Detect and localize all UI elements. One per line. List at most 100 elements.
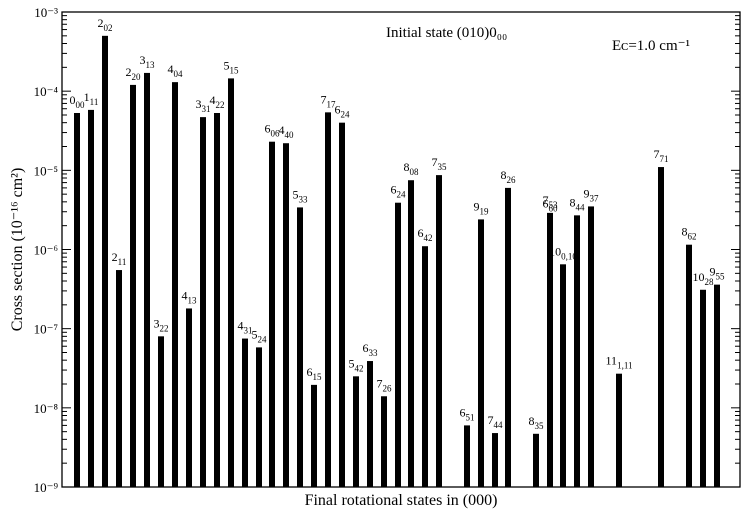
y-tick-label: 10⁻⁹ [34,480,59,495]
bar-state-label: 835 [529,414,545,431]
x-axis-title: Final rotational states in (000) [305,492,498,509]
bar [297,207,303,487]
bar-state-label: 624 [391,183,407,200]
bar [130,84,136,488]
bar [214,112,220,488]
bar [381,396,387,487]
y-tick-label: 10⁻³ [34,5,58,20]
bar [478,219,484,487]
bar [505,187,511,487]
bar-state-label: 313 [140,53,156,70]
bar-state-label: 322 [154,316,169,333]
bar-state-label: 955 [710,265,726,282]
bar [269,141,275,488]
y-tick-label: 10⁻⁴ [34,84,59,99]
plot-frame [61,11,741,488]
bar [533,433,539,487]
bar [714,284,720,487]
bar [339,122,345,487]
bar [186,308,192,487]
bar [311,384,317,487]
bar-state-label: 844 [570,195,586,212]
bar-state-label: 524 [252,327,268,344]
bar-state-label: 606 [265,122,281,139]
bar [116,270,122,487]
y-tick-label: 10⁻⁵ [34,163,58,178]
collision-energy-annotation: Eᴄ=1.0 cm⁻¹ [612,38,690,54]
bar [325,112,331,487]
bar-state-label: 331 [196,97,211,114]
bar [464,425,470,487]
bar-state-label: 937 [584,186,600,203]
bar-state-label: 826 [501,168,517,185]
bar-state-label: 202 [98,16,113,33]
y-tick-labels: 10⁻⁹ 10⁻⁸ 10⁻⁷ 10⁻⁶ 10⁻⁵ 10⁻⁴ 10⁻³ [34,5,59,495]
bar-state-label: 542 [349,356,364,373]
bar-state-label: 862 [682,225,697,242]
bar-state-label: 735 [432,155,448,172]
bar [102,35,108,487]
bar-state-label: 753 [543,193,559,210]
bar-state-label: 404 [168,62,184,79]
bar [395,202,401,487]
bar-state-label: 1028 [693,270,715,287]
bar [283,143,289,488]
bar [700,289,706,487]
bar [436,175,442,487]
bar-state-label: 000 [70,93,86,110]
bar-state-label: 726 [377,376,393,393]
y-tick-label: 10⁻⁷ [34,322,58,337]
y-tick-label: 10⁻⁶ [34,243,58,258]
bar-state-label: 642 [418,226,433,243]
bar-state-label: 100,10 [549,244,577,261]
bar-state-label: 717 [321,92,337,109]
bar [658,167,664,488]
bar-state-label: 660 [543,197,559,214]
bar [256,347,262,487]
bar-state-label: 919 [474,199,490,216]
bar [228,78,234,488]
bar [560,264,566,487]
bar-state-label: 651 [460,405,475,422]
bar-state-label: 422 [210,93,225,110]
bar [158,336,164,487]
bar-state-label: 440 [279,123,295,140]
bar [422,246,428,487]
bar-state-label: 633 [363,341,379,358]
bar-state-label: 111,11 [606,354,633,371]
bar-state-label: 744 [488,413,504,430]
bar-state-label: 211 [112,250,127,267]
bar [492,433,498,487]
bar-state-label: 220 [126,65,142,82]
bar [242,338,248,487]
bar [200,117,206,488]
bar-state-label: 111 [84,90,99,107]
bar-state-label: 431 [238,319,253,336]
bar [408,180,414,488]
bar [367,361,373,487]
bar-state-label: 515 [224,58,240,75]
bar [547,212,553,487]
bar-state-label: 624 [335,103,351,120]
initial-state-annotation: Initial state (010)0₀₀ [386,25,507,41]
bar [172,82,178,487]
bar [616,373,622,487]
bar-state-label: 771 [654,147,669,164]
bar-state-label: 808 [404,160,420,177]
bars [74,35,720,488]
bar-state-label: 615 [307,365,323,382]
bar [74,112,80,488]
bar [144,72,150,487]
bar-state-label: 413 [182,288,198,305]
bar [686,244,692,487]
bar [588,206,594,487]
bar [88,109,94,487]
bar [353,376,359,487]
axis-ticks [62,11,740,488]
y-axis-title: Cross section (10⁻¹⁶ cm²) [9,168,26,332]
bar-state-label: 533 [293,187,309,204]
bar [574,215,580,487]
y-tick-label: 10⁻⁸ [34,401,59,416]
